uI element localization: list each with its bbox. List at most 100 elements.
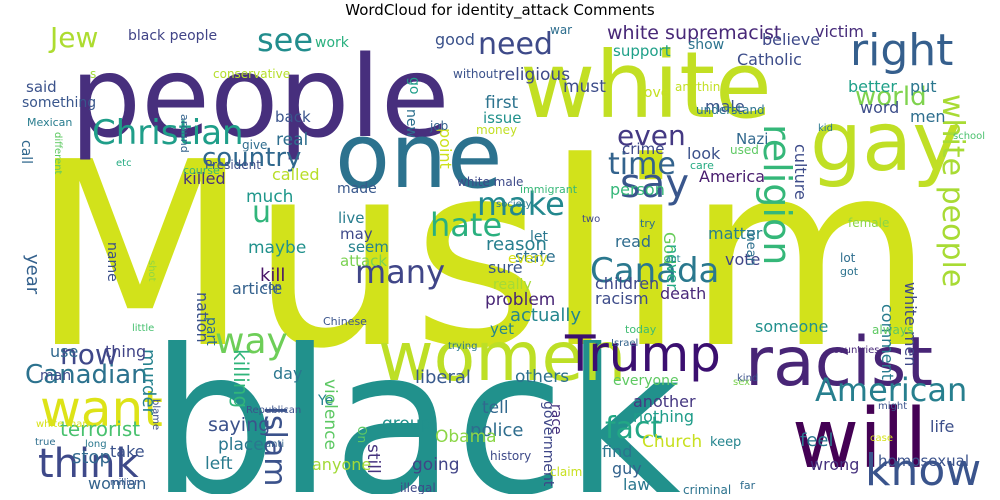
word-must: must [563, 77, 606, 97]
word-love: love [640, 85, 670, 101]
word-tell: tell [482, 398, 509, 418]
word-terrorist: terrorist [60, 417, 141, 441]
word-shot: shot [146, 260, 157, 282]
word-said: said [26, 78, 57, 96]
word-many: many [355, 253, 445, 291]
word-look: look [687, 144, 721, 163]
word-chinese: Chinese [323, 315, 367, 328]
word-new: new [403, 109, 419, 138]
word-children: children [595, 274, 660, 293]
word-work: work [315, 35, 349, 51]
word-church: Church [642, 432, 703, 452]
word-killing: killing [229, 349, 253, 409]
word-seem: seem [348, 238, 389, 256]
word-muslim: Muslim [30, 108, 935, 405]
word-culture: culture [791, 144, 810, 200]
word-woman: woman [88, 474, 147, 493]
word-going: going [412, 455, 460, 475]
word-called: called [272, 165, 320, 184]
word-america: America [699, 167, 765, 186]
word-etc: etc [116, 158, 132, 169]
word-never: never [663, 244, 682, 290]
word-trying: trying [448, 341, 478, 352]
word-nothing: nothing [633, 407, 695, 426]
word-war: war [550, 24, 573, 37]
word-claim: claim [550, 465, 583, 479]
word-act: act [665, 254, 681, 265]
word-live: live [338, 209, 365, 227]
word-people: people [70, 33, 450, 163]
word-today: today [625, 323, 657, 336]
word-country: country [202, 143, 302, 173]
word-point: point [436, 128, 455, 169]
word-women: women [378, 318, 627, 397]
word-lot: lot [840, 251, 856, 265]
word-countries: countries [833, 345, 880, 356]
word-million: million [110, 478, 140, 488]
word-part: part [203, 317, 219, 346]
word-say: say [620, 161, 690, 207]
word-keep: keep [710, 435, 742, 450]
word-gay: gay [810, 95, 961, 190]
word-racism: racism [595, 289, 649, 308]
word-real: real [276, 130, 309, 150]
word-even: even [617, 119, 686, 152]
word-republican: Republican [246, 405, 302, 416]
word-may: may [340, 225, 373, 243]
word-matter: matter [708, 224, 763, 243]
word-course: course [183, 164, 220, 177]
word-long: long [85, 439, 107, 450]
word-kid: kid [818, 123, 833, 134]
word-made: made [337, 181, 377, 197]
word-know: know [865, 445, 982, 494]
word-cop: cop [262, 280, 282, 293]
word-year: year [22, 254, 43, 295]
word-stop: stop [72, 447, 111, 468]
word-man: man [40, 368, 72, 384]
word-black-people: black people [128, 28, 218, 44]
word-another: another [633, 392, 696, 411]
word-place: place [218, 435, 264, 455]
word-back: back [275, 108, 311, 126]
word-make: make [477, 185, 565, 223]
word-two: two [582, 214, 601, 225]
word-want: want [40, 380, 163, 438]
word-way: way [215, 321, 288, 362]
word-without: without [453, 67, 499, 81]
word-case: case [870, 433, 893, 444]
word-american: American [815, 371, 968, 409]
word-show: show [688, 37, 725, 53]
word-something: something [22, 95, 97, 111]
word-much: much [246, 187, 294, 207]
word-give: give [242, 138, 268, 152]
word-good: good [435, 30, 475, 49]
word-try: try [640, 217, 656, 230]
word-little: little [132, 323, 155, 334]
word-time: time [608, 147, 676, 182]
word-yet: yet [490, 320, 514, 338]
word-use: use [50, 342, 79, 361]
word-life: life [930, 417, 955, 436]
word-job: job [430, 119, 449, 133]
word-maybe: maybe [248, 238, 307, 258]
word-issue: issue [483, 109, 522, 127]
word-religious: religious [498, 65, 571, 85]
word-catholic: Catholic [737, 50, 802, 69]
word-victim: victim [815, 24, 865, 41]
word-believe: believe [762, 30, 821, 49]
word-saying: saying [208, 414, 271, 436]
word-anti: anti [265, 439, 285, 450]
word-state: state [515, 247, 556, 266]
word-hate: hate [430, 206, 503, 244]
word-day: day [273, 364, 303, 383]
word-really: really [493, 277, 532, 293]
word-police: police [470, 420, 524, 441]
word-white-supremacist: white supremacist [607, 24, 782, 44]
word-cloud: Muslim black people white one women gay racist w… [10, 24, 990, 494]
word-person: person [610, 180, 665, 199]
word-go: go [406, 77, 422, 95]
word-vote: vote [725, 250, 761, 269]
word-fact: fact [605, 411, 663, 446]
word-racist: racist [745, 323, 933, 402]
word-world: world [855, 82, 927, 112]
